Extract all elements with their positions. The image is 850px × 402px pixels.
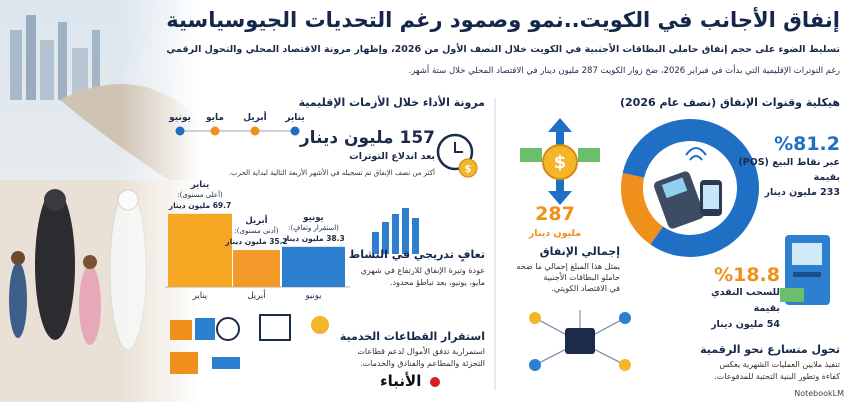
- timeline-label: يونيو: [168, 113, 191, 123]
- timeline-dot: [290, 126, 300, 136]
- services-text: استمرارية تدفق الأموال لدعم قطاعات: [357, 347, 485, 356]
- recovery-text: مايو، يونيو، بعد تباطؤ محدود.: [389, 278, 485, 287]
- highlight-label: بعد اندلاع التوترات: [349, 151, 435, 162]
- timeline-dot: [210, 126, 220, 136]
- money-icon: $: [520, 118, 600, 205]
- logo-mark: [430, 377, 440, 387]
- atm-icon: [780, 235, 830, 305]
- donut-segment: [621, 172, 664, 245]
- cash-share: %18.8: [714, 264, 780, 286]
- pos-icon: [654, 147, 722, 229]
- services-title: استقرار القطاعات الخدمية: [339, 330, 485, 343]
- subtitle: رغم التوترات الإقليمية التي بدأت في فبرا…: [408, 66, 841, 76]
- section-heading: مرونة الأداء خلال الأزمات الإقليمية: [298, 96, 485, 109]
- digital-title: تحول متسارع نحو الرقمية: [700, 343, 840, 356]
- bar-value-label: 35.2 مليون دينار: [224, 237, 287, 246]
- bar: [233, 250, 280, 287]
- photo-background: [0, 0, 200, 402]
- credit: NotebookLM: [794, 389, 844, 398]
- bar-icon: [372, 208, 419, 254]
- highlight-value: 157 مليون دينار: [299, 128, 435, 148]
- total-text: في الاقتصاد الكويتي.: [551, 284, 620, 293]
- total-title: إجمالي الإنفاق: [539, 245, 620, 258]
- bar-note: (استقرار وتعافٍ):: [288, 224, 339, 233]
- digital-text: تنفيذ ملايين العمليات الشهرية يعكس: [719, 360, 840, 369]
- bar-value-label: 38.3 مليون دينار: [281, 234, 344, 243]
- clock-icon: $: [436, 133, 478, 178]
- timeline-label: مايو: [205, 113, 224, 123]
- bar-note: (أدنى مستوى):: [234, 226, 278, 235]
- title: إنفاق الأجانب في الكويت..نمو وصمود رغم ا…: [166, 8, 840, 32]
- network-icon: [529, 310, 631, 371]
- svg-text:$: $: [465, 164, 472, 175]
- recovery-title: تعافٍ تدريجي في النشاط: [348, 248, 485, 261]
- bar: [168, 213, 232, 287]
- logo: الأنباء: [380, 372, 422, 390]
- pos-amount: 233 مليون دينار: [764, 187, 840, 198]
- total-text: يمثل هذا المبلغ إجمالي ما ضخه: [516, 262, 620, 271]
- pos-caption: بقيمة: [813, 172, 840, 183]
- timeline-dot: [175, 126, 185, 136]
- timeline-dot: [250, 126, 260, 136]
- digital-text: كفاءة وتطور البنية التحتية للمدفوعات.: [714, 372, 840, 381]
- bar-category: يونيو: [302, 213, 324, 223]
- recovery-text: عودة وتيرة الإنفاق للارتفاع في شهري: [360, 266, 485, 275]
- bar: [282, 246, 345, 287]
- total-text: حاملو البطاقات الأجنبية: [543, 273, 620, 282]
- x-tick-label: أبريل: [247, 289, 265, 301]
- pos-share: %81.2: [774, 133, 840, 155]
- subtitle: تسليط الضوء على حجم إنفاق حاملي البطاقات…: [166, 44, 840, 55]
- timeline-label: أبريل: [243, 111, 266, 123]
- donut-segment: [622, 119, 759, 257]
- services-text: التجزئة والمطاعم والفنادق والخدمات.: [360, 359, 485, 368]
- sector-icons: [170, 314, 329, 374]
- timeline-label: يناير: [284, 113, 304, 123]
- bar-note: (أعلى مستوى):: [177, 190, 223, 199]
- cash-caption: بقيمة: [753, 303, 780, 314]
- total-value: 287: [535, 203, 575, 225]
- cash-label: للسحب النقدي: [710, 287, 780, 298]
- pos-label: عبر نقاط البيع (POS): [738, 157, 840, 168]
- bar-category: يناير: [190, 180, 209, 190]
- svg-text:$: $: [554, 152, 567, 173]
- section-heading: هيكلية وقنوات الإنفاق (نصف عام 2026): [620, 96, 840, 109]
- x-tick-label: يونيو: [304, 291, 322, 301]
- cash-amount: 54 مليون دينار: [711, 319, 780, 330]
- bar-category: أبريل: [245, 214, 267, 226]
- highlight-text: أكثر من نصف الإنفاق تم تسجيله في الأشهر …: [228, 169, 435, 177]
- bar-value-label: 69.7 مليون دينار: [168, 201, 231, 210]
- x-tick-label: يناير: [192, 291, 208, 301]
- total-unit: مليون دينار: [528, 228, 582, 239]
